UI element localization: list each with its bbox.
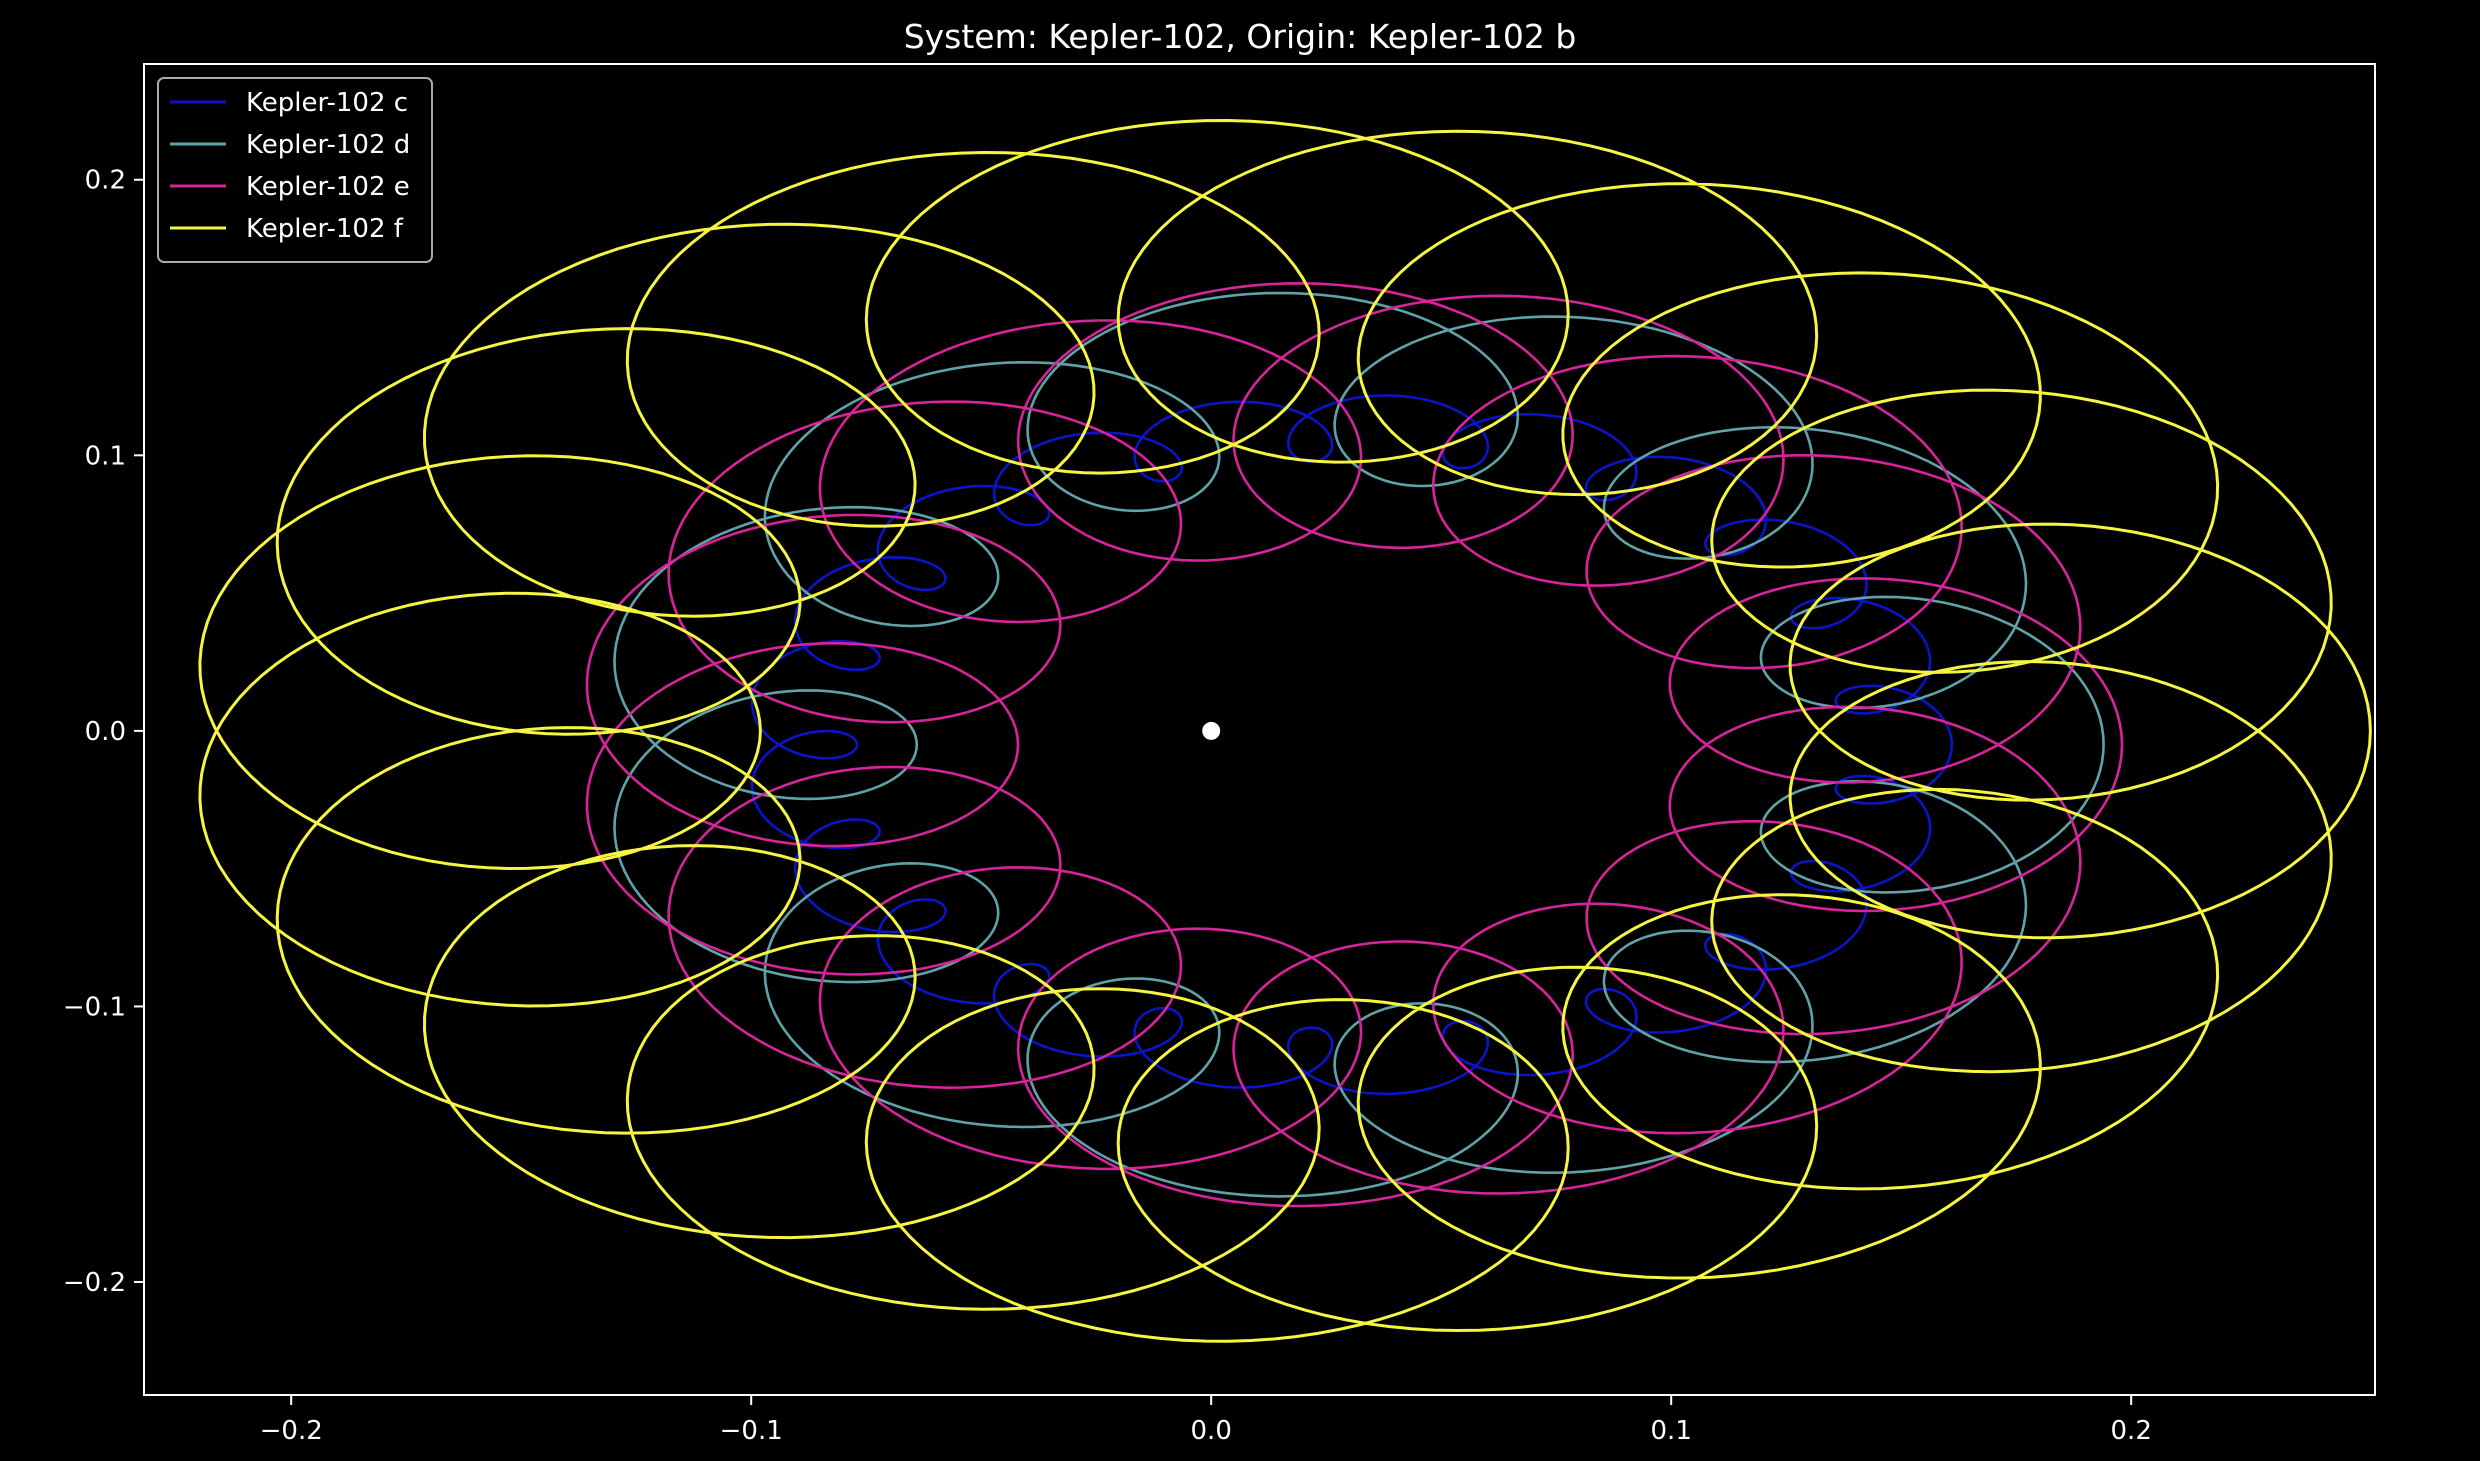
y-tick-label: 0.2 <box>85 166 126 196</box>
series-line-1 <box>613 291 2105 1198</box>
x-tick-label: 0.2 <box>2111 1416 2152 1446</box>
series-line-2 <box>585 281 2124 1208</box>
axes-frame <box>143 63 2376 1396</box>
x-tick-label: 0.0 <box>1191 1416 1232 1446</box>
legend-box <box>157 77 433 263</box>
legend-label: Kepler-102 e <box>246 172 410 202</box>
y-tick-label: −0.2 <box>63 1268 126 1298</box>
chart-title: System: Kepler-102, Origin: Kepler-102 b <box>904 17 1577 56</box>
x-axis: −0.2 −0.1 0.0 0.1 0.2 <box>260 1395 2152 1446</box>
y-axis: 0.2 0.1 0.0 −0.1 −0.2 <box>63 166 144 1298</box>
y-tick-label: 0.1 <box>85 441 126 471</box>
y-tick-label: −0.1 <box>63 992 126 1022</box>
legend-label: Kepler-102 c <box>246 88 408 118</box>
origin-marker <box>1202 721 1221 740</box>
legend: Kepler-102 c Kepler-102 d Kepler-102 e Kepl… <box>157 77 433 263</box>
series-line-0 <box>750 394 1954 1096</box>
series-layer <box>198 118 2372 1343</box>
plot-area <box>198 118 2372 1343</box>
legend-label: Kepler-102 d <box>246 130 410 160</box>
y-tick-label: 0.0 <box>85 717 126 747</box>
x-tick-label: 0.1 <box>1651 1416 1692 1446</box>
legend-label: Kepler-102 f <box>246 214 404 244</box>
x-tick-label: −0.1 <box>720 1416 783 1446</box>
x-tick-label: −0.2 <box>260 1416 323 1446</box>
series-line-3 <box>198 118 2372 1343</box>
